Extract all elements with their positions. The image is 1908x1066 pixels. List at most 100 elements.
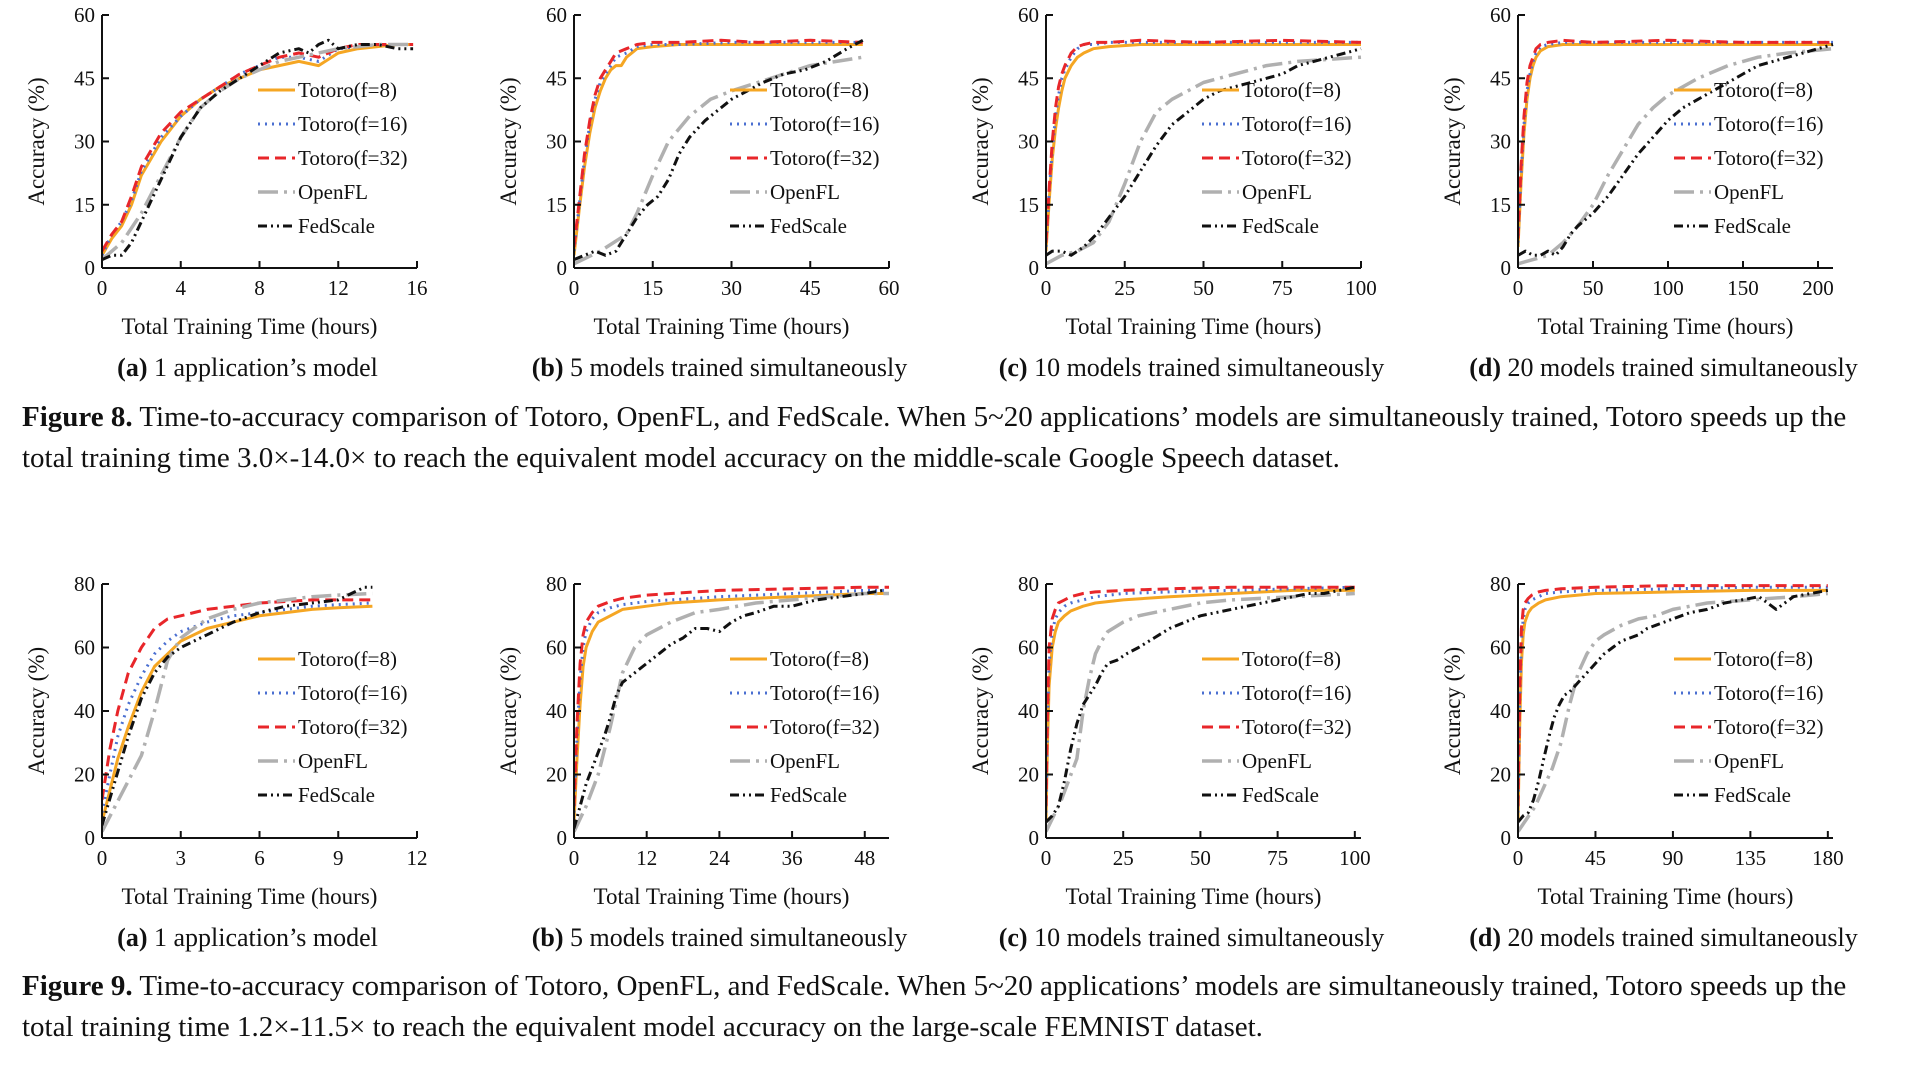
series-lines xyxy=(102,585,373,833)
series-lines xyxy=(1046,585,1356,833)
y-tick-label: 80 xyxy=(1018,572,1039,596)
chart-4: 0 15 30 45 60 0 50 100 150 200 Total Training Time… xyxy=(1440,3,1858,382)
x-axis-label: Total Training Time (hours) xyxy=(122,314,378,339)
x-tick-label: 0 xyxy=(97,276,108,300)
legend-label: OpenFL xyxy=(298,749,368,773)
x-tick-label: 100 xyxy=(1339,846,1371,870)
subcaption-text: 1 application’s model xyxy=(154,353,378,382)
x-tick-label: 12 xyxy=(328,276,349,300)
legend-label: Totoro(f=8) xyxy=(1242,78,1341,102)
legend-label: FedScale xyxy=(770,783,847,807)
y-tick-label: 0 xyxy=(1501,826,1512,850)
y-tick-label: 20 xyxy=(1490,763,1511,787)
subcaption-tag: (b) xyxy=(532,923,570,952)
series-line-totoro-f-16 xyxy=(1046,585,1355,813)
series-line-fedscale xyxy=(574,588,884,829)
series-line-fedscale xyxy=(1046,47,1362,257)
x-tick-label: 48 xyxy=(854,846,875,870)
series-lines xyxy=(574,585,889,833)
legend-item-totoro-f-8: Totoro(f=8) xyxy=(1674,78,1813,102)
figure-8-row: 0 15 30 45 60 0 4 8 12 16 Total Training Time (hou… xyxy=(24,3,1858,382)
chart-5: 0 20 40 60 80 0 3 6 9 12 Total Training Time (hour… xyxy=(24,572,428,952)
series-line-totoro-f-32 xyxy=(1046,585,1355,807)
y-axis-label: Accuracy (%) xyxy=(496,77,521,205)
legend-item-totoro-f-8: Totoro(f=8) xyxy=(730,647,869,671)
subcaption: (d) 20 models trained simultaneously xyxy=(1469,353,1858,382)
series-line-openfl xyxy=(1518,591,1828,833)
legend-label: OpenFL xyxy=(1714,180,1784,204)
y-tick-label: 15 xyxy=(546,193,567,217)
y-axis-label: Accuracy (%) xyxy=(24,77,49,205)
subcaption: (a) 1 application’s model xyxy=(117,353,378,382)
y-tick-label: 20 xyxy=(74,763,95,787)
y-tick-label: 0 xyxy=(85,256,96,280)
chart-8: 0 20 40 60 80 0 45 90 135 180 Total Training Time … xyxy=(1440,572,1858,952)
y-tick-label: 40 xyxy=(1490,699,1511,723)
series-lines xyxy=(574,38,864,266)
x-tick-label: 100 xyxy=(1345,276,1377,300)
x-tick-label: 3 xyxy=(176,846,187,870)
legend: Totoro(f=8) Totoro(f=16) Totoro(f=32) OpenF… xyxy=(258,78,408,238)
y-tick-label: 30 xyxy=(1490,130,1511,154)
legend-label: Totoro(f=16) xyxy=(298,681,408,705)
series-line-totoro-f-16 xyxy=(574,588,889,813)
x-tick-label: 12 xyxy=(636,846,657,870)
legend-item-totoro-f-8: Totoro(f=8) xyxy=(1674,647,1813,671)
legend: Totoro(f=8) Totoro(f=16) Totoro(f=32) OpenF… xyxy=(1674,78,1824,238)
series-line-fedscale xyxy=(102,585,373,826)
series-line-openfl xyxy=(1046,591,1355,833)
chart-7: 0 20 40 60 80 0 25 50 75 100 Total Training Time (… xyxy=(968,572,1384,952)
x-axis-label: Total Training Time (hours) xyxy=(594,884,850,909)
legend-label: FedScale xyxy=(1242,214,1319,238)
legend-item-totoro-f-32: Totoro(f=32) xyxy=(1202,715,1352,739)
y-tick-label: 0 xyxy=(1029,826,1040,850)
subcaption-tag: (a) xyxy=(117,353,154,382)
legend-item-totoro-f-16: Totoro(f=16) xyxy=(258,112,408,136)
subcaption-text: 1 application’s model xyxy=(154,923,378,952)
x-tick-label: 90 xyxy=(1662,846,1683,870)
legend-item-openfl: OpenFL xyxy=(730,749,840,773)
legend-label: OpenFL xyxy=(1242,180,1312,204)
x-tick-label: 50 xyxy=(1190,846,1211,870)
legend-item-totoro-f-32: Totoro(f=32) xyxy=(730,146,880,170)
legend-item-fedscale: FedScale xyxy=(730,783,847,807)
x-axis-label: Total Training Time (hours) xyxy=(1538,314,1794,339)
y-axis-label: Accuracy (%) xyxy=(1440,647,1465,775)
legend-item-openfl: OpenFL xyxy=(1202,749,1312,773)
y-tick-label: 60 xyxy=(1490,636,1511,660)
subcaption: (b) 5 models trained simultaneously xyxy=(532,923,908,952)
legend-label: Totoro(f=16) xyxy=(770,112,880,136)
x-tick-label: 30 xyxy=(721,276,742,300)
legend-label: Totoro(f=32) xyxy=(1714,715,1824,739)
series-line-openfl xyxy=(102,591,373,833)
legend-item-fedscale: FedScale xyxy=(258,214,375,238)
legend-item-openfl: OpenFL xyxy=(730,180,840,204)
figure-8-caption-text: Time-to-accuracy comparison of Totoro, O… xyxy=(22,401,1847,474)
y-tick-label: 0 xyxy=(85,826,96,850)
legend-item-totoro-f-16: Totoro(f=16) xyxy=(258,681,408,705)
legend-label: Totoro(f=8) xyxy=(1714,647,1813,671)
chart-1: 0 15 30 45 60 0 4 8 12 16 Total Training Time (hou… xyxy=(24,3,428,382)
y-tick-label: 45 xyxy=(1018,66,1039,90)
series-line-totoro-f-8 xyxy=(574,592,889,823)
legend-label: Totoro(f=16) xyxy=(770,681,880,705)
legend-label: OpenFL xyxy=(298,180,368,204)
legend-label: OpenFL xyxy=(770,749,840,773)
series-line-totoro-f-8 xyxy=(102,604,373,823)
legend-item-fedscale: FedScale xyxy=(1674,214,1791,238)
legend-item-totoro-f-16: Totoro(f=16) xyxy=(1674,112,1824,136)
series-line-openfl xyxy=(1046,55,1362,266)
subcaption-tag: (c) xyxy=(999,353,1034,382)
series-line-totoro-f-16 xyxy=(574,40,863,252)
legend-item-fedscale: FedScale xyxy=(1202,214,1319,238)
legend-item-openfl: OpenFL xyxy=(258,180,368,204)
y-tick-label: 60 xyxy=(1018,636,1039,660)
series-line-totoro-f-8 xyxy=(102,43,414,257)
legend-label: OpenFL xyxy=(1714,749,1784,773)
y-tick-label: 30 xyxy=(546,130,567,154)
series-lines xyxy=(1046,38,1362,266)
legend-label: Totoro(f=32) xyxy=(1242,715,1352,739)
x-tick-label: 150 xyxy=(1727,276,1759,300)
legend-label: OpenFL xyxy=(770,180,840,204)
